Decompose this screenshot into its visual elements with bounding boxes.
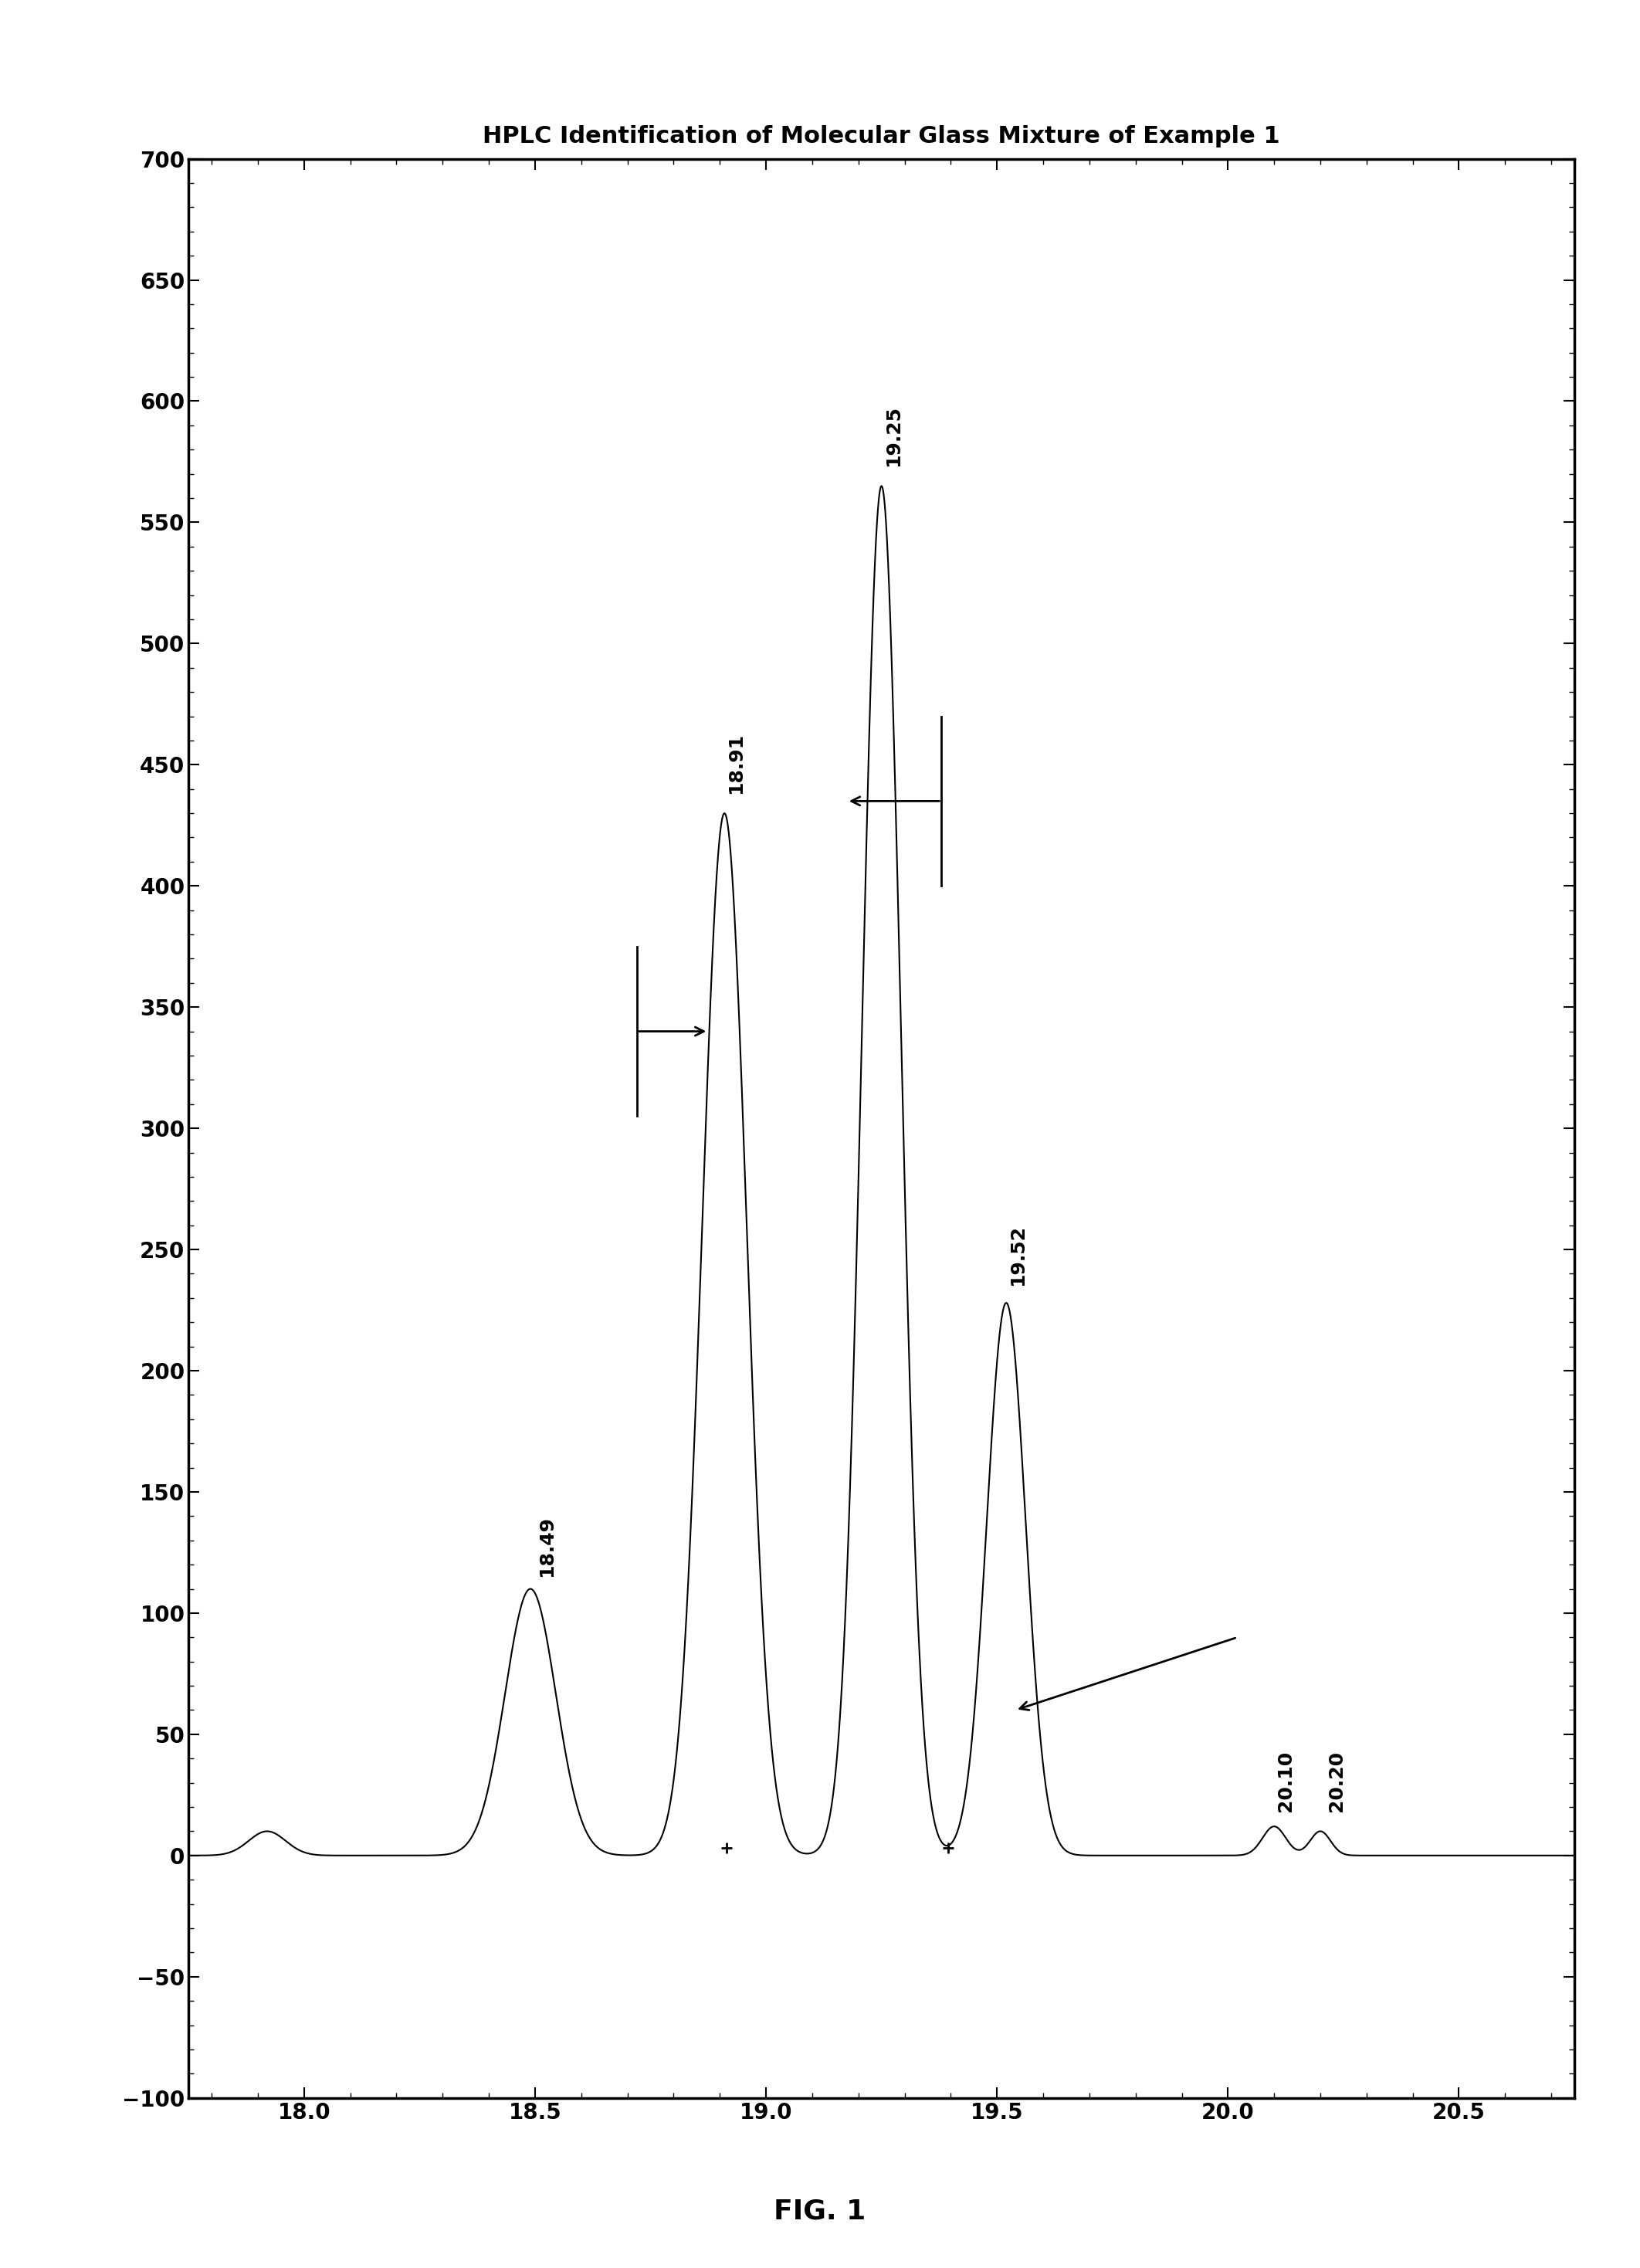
- Text: 19.25: 19.25: [884, 406, 902, 467]
- Text: 18.49: 18.49: [538, 1515, 556, 1576]
- Text: 20.10: 20.10: [1276, 1751, 1296, 1812]
- Title: HPLC Identification of Molecular Glass Mixture of Example 1: HPLC Identification of Molecular Glass M…: [482, 125, 1281, 147]
- Text: FIG. 1: FIG. 1: [774, 2198, 866, 2225]
- Text: 18.91: 18.91: [727, 733, 745, 794]
- Text: 20.20: 20.20: [1327, 1751, 1346, 1812]
- Text: 19.52: 19.52: [1009, 1225, 1027, 1286]
